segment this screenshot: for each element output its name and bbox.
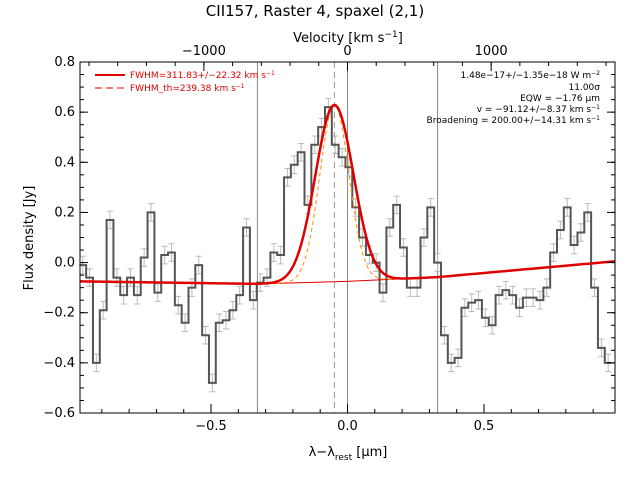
chart-title: CII157, Raster 4, spaxel (2,1)	[206, 2, 424, 20]
stat-broadening: Broadening = 200.00+/−14.31 km s−1	[427, 115, 601, 126]
y-tick-label-5: 0.4	[54, 155, 75, 170]
legend-label-th: FWHM_th=239.38 km s−1	[130, 83, 245, 94]
x2-axis-label: Velocity [km s−1]	[293, 30, 403, 46]
y-tick-label-1: −0.4	[43, 356, 75, 371]
y-axis-label: Flux density [Jy]	[22, 186, 37, 291]
x-tick-label-1: 0.0	[337, 419, 358, 434]
y-tick-label-3: 0.0	[54, 256, 75, 271]
y-tick-label-7: 0.8	[54, 55, 75, 70]
x-tick-label-0: −0.5	[195, 419, 227, 434]
legend-label-fit: FWHM=311.83+/−22.32 km s−1	[130, 70, 275, 81]
stat-significance: 11.00σ	[569, 83, 601, 93]
stat-velocity: v = −91.12+/−8.37 km s−1	[477, 104, 600, 115]
plot-group: −0.6 −0.4 −0.2 0.0 0.2 0.4 0.6 0.8 −0.5 0.0 0.5 −10…	[43, 44, 616, 434]
stat-flux: 1.48e−17+/−1.35e−18 W m−2	[461, 70, 601, 81]
x-tick-label-2: 0.5	[474, 419, 495, 434]
x2-tick-label-2: 1000	[475, 44, 508, 59]
y-tick-label-6: 0.6	[54, 105, 75, 120]
gaussian-fit-curve	[79, 103, 616, 286]
stat-eqw: EQW = −1.76 μm	[520, 94, 600, 104]
x2-tick-label-0: −1000	[182, 44, 226, 59]
y-tick-label-0: −0.6	[43, 406, 75, 421]
x2-tick-label-1: 0	[343, 44, 351, 59]
y-tick-label-4: 0.2	[54, 205, 75, 220]
x-axis-label: λ−λrest [μm]	[309, 445, 388, 463]
spectrum-step-series	[79, 106, 612, 384]
fit-statistics: 1.48e−17+/−1.35e−18 W m−2 11.00σ EQW = −…	[427, 70, 601, 126]
y-tick-label-2: −0.2	[43, 306, 75, 321]
legend: FWHM=311.83+/−22.32 km s−1 FWHM_th=239.3…	[95, 70, 275, 94]
thermal-model-curve	[79, 104, 616, 285]
